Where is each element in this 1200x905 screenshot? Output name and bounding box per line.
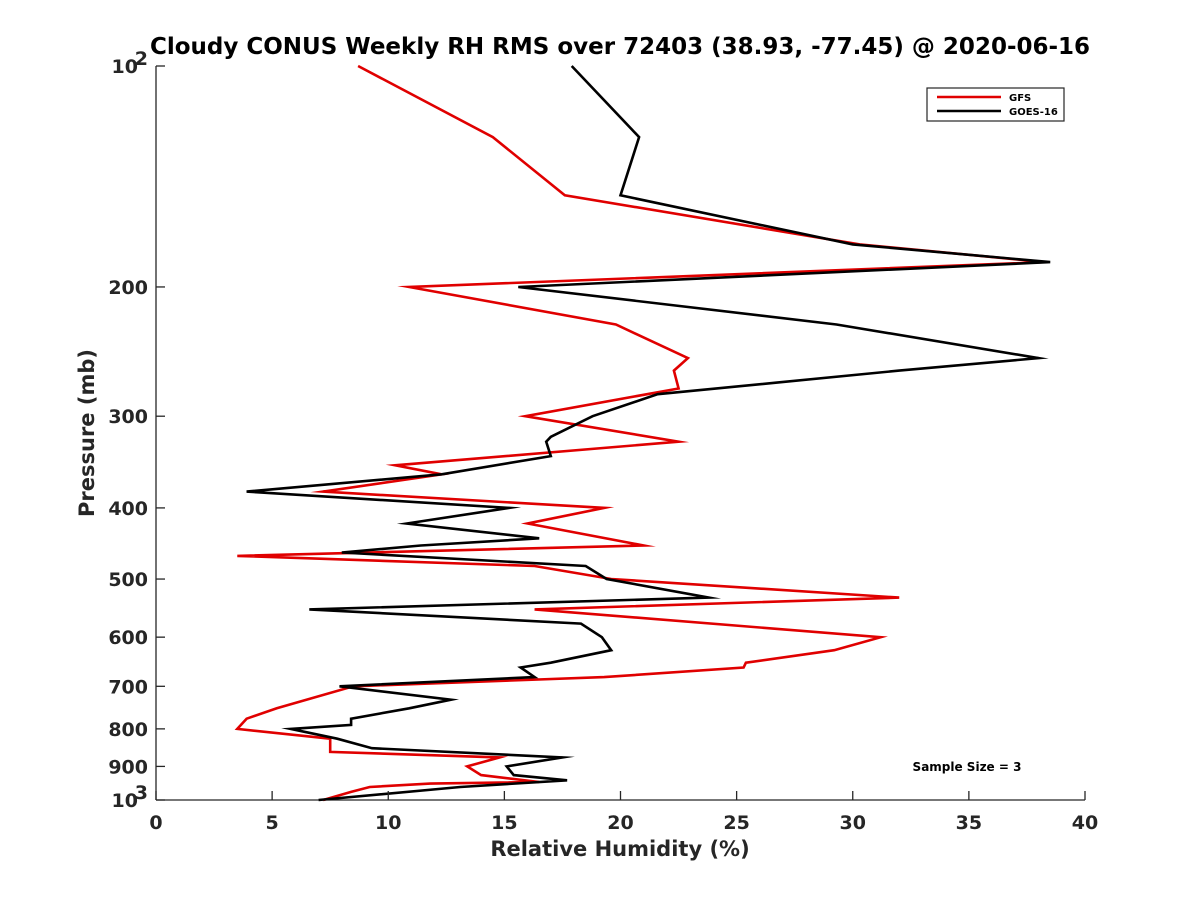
- series-layer: [234, 64, 1051, 802]
- x-tick-label: 5: [266, 812, 279, 834]
- x-axis: 0 5 10 15 20 25 30 35 40: [149, 791, 1098, 834]
- sample-size-annotation: Sample Size = 3: [913, 760, 1022, 774]
- series-line-gfs: [234, 64, 1046, 802]
- y-tick-label: 400: [108, 498, 148, 520]
- y-tick-label: 600: [108, 627, 148, 649]
- y-tick-label: 200: [108, 277, 148, 299]
- y-tick-label: 800: [108, 719, 148, 741]
- legend: GFS GOES-16: [926, 87, 1065, 122]
- x-tick-label: 35: [956, 812, 982, 834]
- x-tick-label: 10: [375, 812, 401, 834]
- legend-label: GFS: [1009, 93, 1031, 104]
- y-tick-label: 700: [108, 676, 148, 698]
- x-axis-label: Relative Humidity (%): [490, 837, 749, 861]
- x-tick-label: 20: [607, 812, 633, 834]
- y-tick-exponent: 3: [135, 782, 148, 804]
- y-axis-label: Pressure (mb): [75, 349, 99, 517]
- x-tick-label: 40: [1072, 812, 1098, 834]
- legend-box: [926, 87, 1065, 122]
- chart-title: Cloudy CONUS Weekly RH RMS over 72403 (3…: [150, 34, 1090, 60]
- x-tick-label: 30: [840, 812, 866, 834]
- y-tick-label: 10: [112, 56, 138, 78]
- y-tick-label: 500: [108, 569, 148, 591]
- x-tick-label: 0: [149, 812, 162, 834]
- series-line-goes-16: [246, 65, 1051, 802]
- x-tick-label: 25: [723, 812, 749, 834]
- y-tick-label: 900: [108, 756, 148, 778]
- y-tick-exponent: 2: [135, 48, 148, 70]
- y-tick-label: 10: [112, 790, 138, 812]
- x-tick-label: 15: [491, 812, 517, 834]
- y-tick-label: 300: [108, 406, 148, 428]
- legend-label: GOES-16: [1009, 107, 1058, 118]
